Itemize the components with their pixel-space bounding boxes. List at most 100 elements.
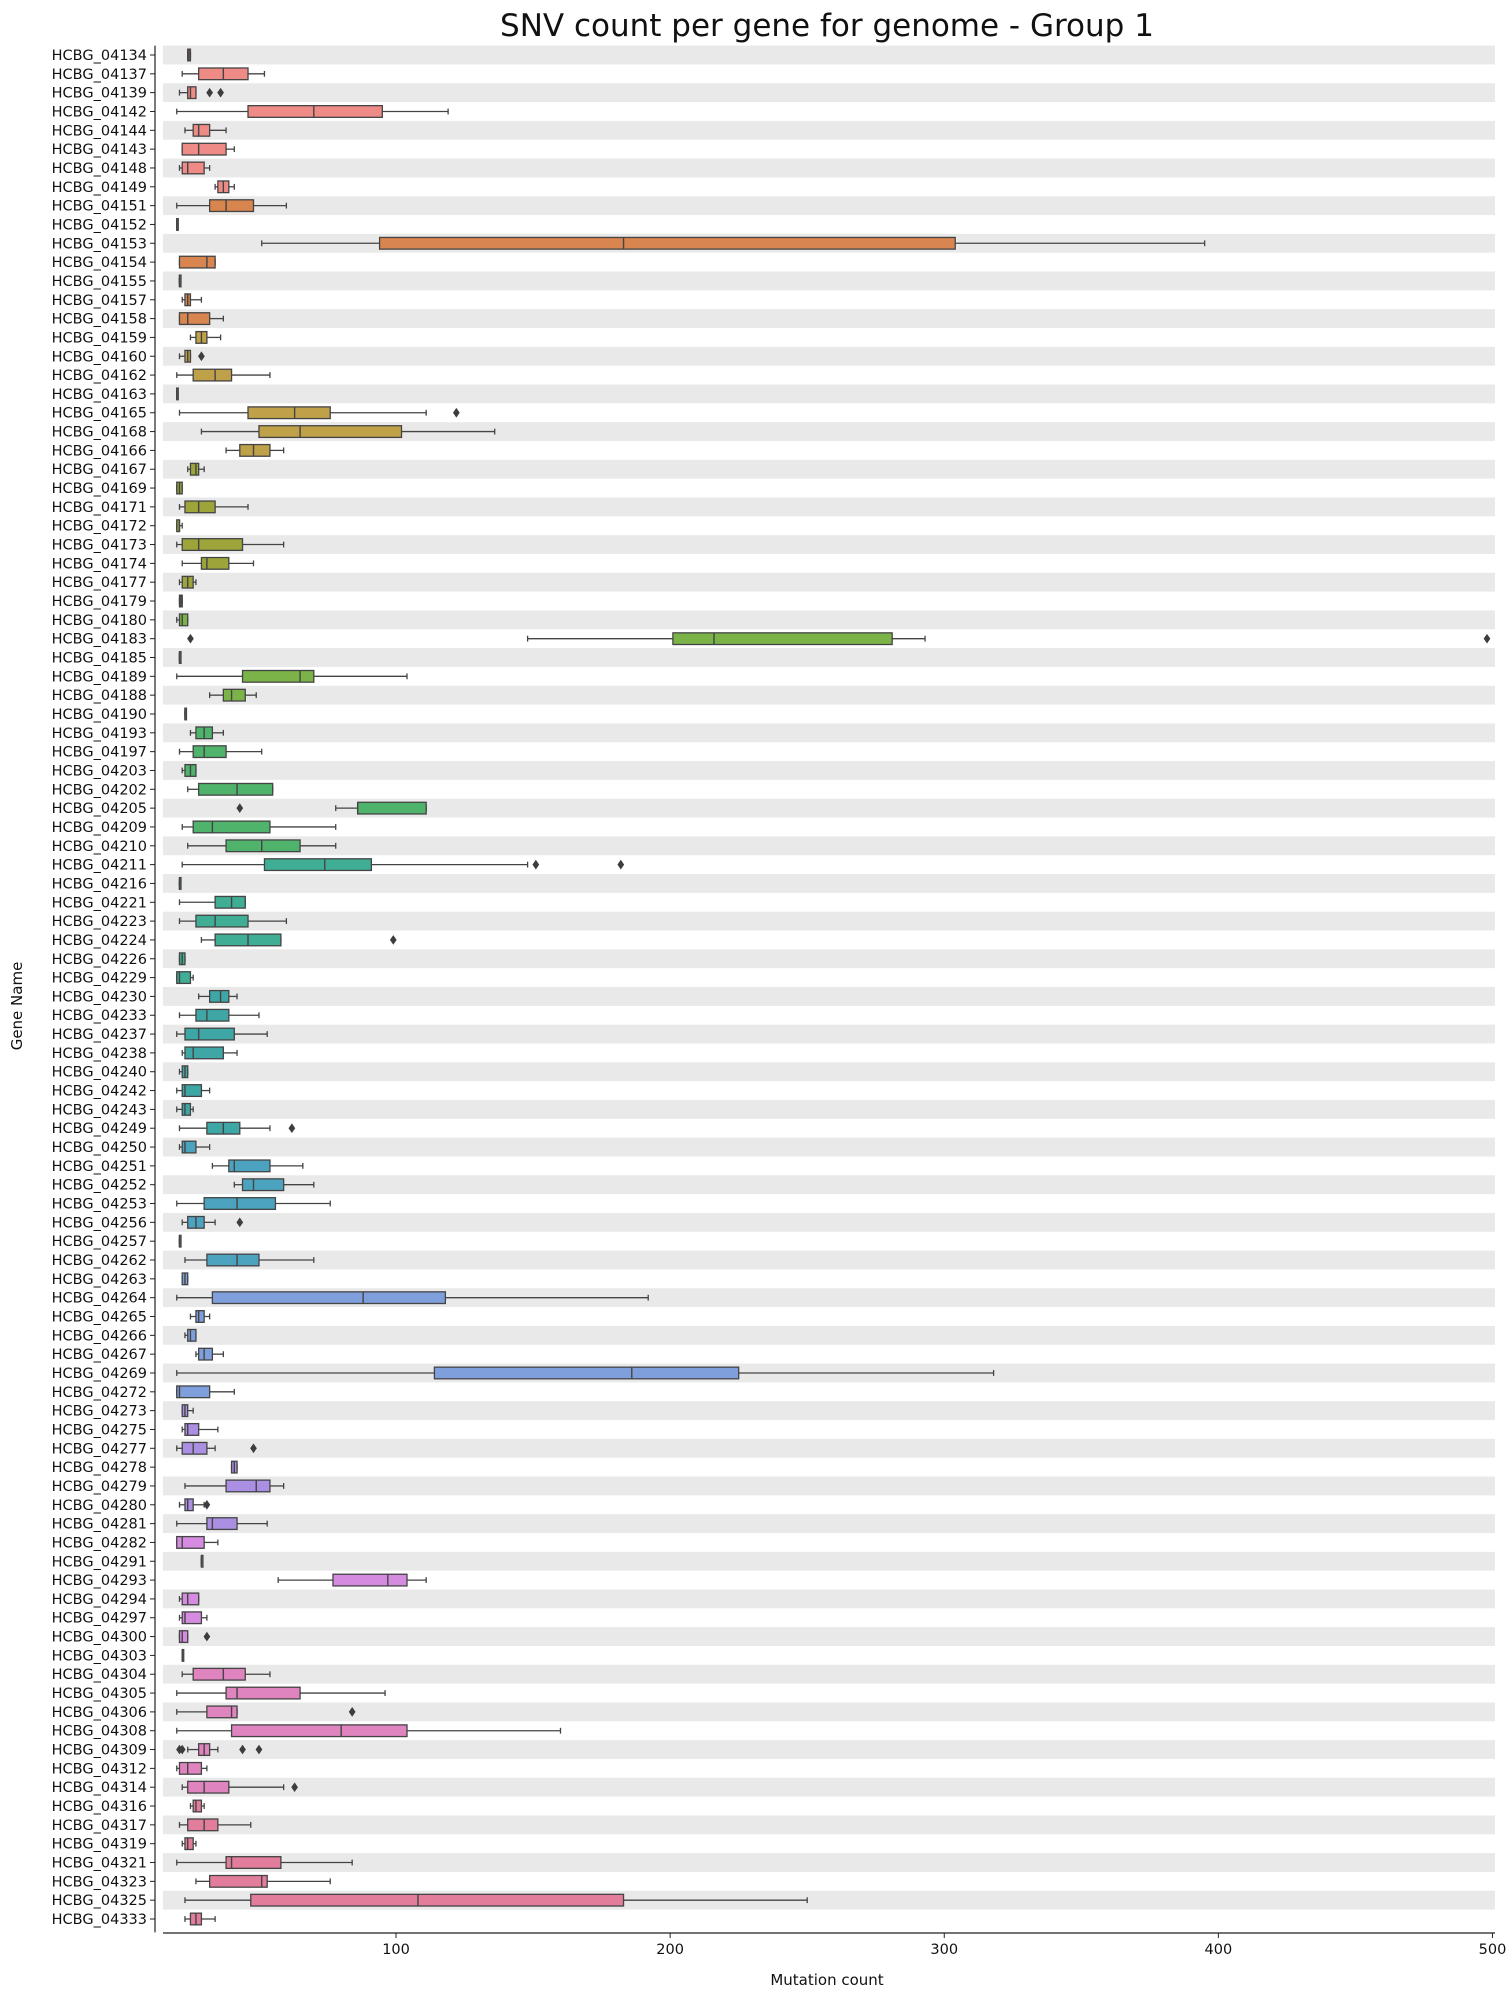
iqr-box	[208, 989, 230, 1003]
box-hcbg-04158	[178, 312, 224, 326]
iqr-box	[192, 123, 211, 137]
box-hcbg-04253	[176, 1197, 331, 1211]
box-hcbg-04272	[176, 1385, 235, 1399]
y-tick-label: HCBG_04314	[52, 1780, 147, 1796]
iqr-box	[378, 236, 956, 250]
box-hcbg-04273	[181, 1404, 194, 1418]
y-tick-label: HCBG_04179	[52, 594, 147, 610]
iqr-box	[206, 1517, 238, 1531]
row-band	[163, 610, 1495, 630]
box-hcbg-04216	[178, 876, 182, 890]
y-tick-label: HCBG_04205	[52, 801, 147, 817]
box-hcbg-04282	[176, 1535, 219, 1549]
iqr-box	[178, 312, 211, 326]
boxes	[176, 48, 1491, 1926]
box-hcbg-04293	[277, 1573, 427, 1587]
box-hcbg-04171	[178, 500, 249, 514]
y-tick-label: HCBG_04321	[52, 1856, 147, 1872]
y-tick-label: HCBG_04171	[52, 500, 147, 516]
y-tick-label: HCBG_04165	[52, 406, 147, 422]
y-tick-label: HCBG_04223	[52, 914, 147, 930]
row-band	[163, 1589, 1495, 1609]
row-band	[163, 1099, 1495, 1119]
row-band	[163, 1288, 1495, 1308]
y-tick-label: HCBG_04237	[52, 1027, 147, 1043]
box-hcbg-04221	[178, 895, 246, 909]
y-tick-label: HCBG_04277	[52, 1441, 147, 1457]
box-hcbg-04237	[176, 1027, 268, 1041]
y-tick-label: HCBG_04269	[52, 1366, 147, 1382]
y-tick-label: HCBG_04210	[52, 839, 147, 855]
iqr-box	[198, 782, 274, 796]
iqr-box	[200, 556, 230, 570]
box-hcbg-04229	[176, 971, 194, 985]
y-tick-label: HCBG_04221	[52, 895, 147, 911]
y-tick-label: HCBG_04267	[52, 1347, 147, 1363]
iqr-box	[247, 104, 383, 118]
box-hcbg-04250	[178, 1140, 211, 1154]
box-hcbg-04159	[189, 330, 222, 344]
iqr-box	[178, 1761, 203, 1775]
box-hcbg-04249	[178, 1121, 296, 1135]
y-tick-label: HCBG_04251	[52, 1159, 147, 1175]
y-tick-label: HCBG_04279	[52, 1479, 147, 1495]
box-hcbg-04280	[178, 1498, 211, 1512]
iqr-box	[184, 1422, 200, 1436]
box-hcbg-04251	[211, 1159, 304, 1173]
row-band	[163, 271, 1495, 291]
y-tick-label: HCBG_04297	[52, 1611, 147, 1627]
y-tick-label: HCBG_04168	[52, 425, 147, 441]
row-band	[163, 1325, 1495, 1345]
outlier-point	[187, 633, 194, 644]
y-tick-label: HCBG_04240	[52, 1065, 147, 1081]
box-hcbg-04168	[200, 425, 496, 439]
iqr-box	[433, 1366, 740, 1380]
row-band	[163, 949, 1495, 969]
y-tick-label: HCBG_04162	[52, 368, 147, 384]
x-tick-label: 200	[656, 1942, 684, 1958]
box-hcbg-04162	[176, 368, 271, 382]
y-tick-label: HCBG_04294	[52, 1592, 147, 1608]
y-tick-label: HCBG_04273	[52, 1404, 147, 1420]
iqr-box	[241, 1178, 285, 1192]
box-hcbg-04316	[189, 1799, 205, 1813]
iqr-box	[192, 820, 271, 834]
row-band	[163, 1175, 1495, 1195]
box-hcbg-04173	[176, 538, 285, 552]
box-hcbg-04223	[178, 914, 288, 928]
row-band	[163, 459, 1495, 479]
y-tick-label: HCBG_04216	[52, 876, 147, 892]
y-tick-label: HCBG_04265	[52, 1309, 147, 1325]
outlier-point	[291, 1782, 298, 1793]
iqr-box	[178, 1630, 189, 1644]
iqr-box	[258, 425, 403, 439]
row-band	[163, 1401, 1495, 1421]
iqr-box	[184, 1046, 224, 1060]
iqr-box	[239, 443, 271, 457]
y-tick-label: HCBG_04177	[52, 575, 147, 591]
outlier-point	[236, 1217, 244, 1228]
y-tick-label: HCBG_04166	[52, 443, 147, 459]
y-tick-label: HCBG_04233	[52, 1008, 147, 1024]
box-hcbg-04308	[176, 1724, 562, 1738]
box-hcbg-04325	[184, 1893, 808, 1907]
iqr-box	[178, 255, 216, 269]
box-hcbg-04179	[178, 594, 183, 608]
y-tick-label: HCBG_04154	[52, 255, 147, 271]
row-band	[163, 1815, 1495, 1835]
iqr-box	[176, 1535, 205, 1549]
iqr-box	[187, 1328, 197, 1342]
box-hcbg-04267	[195, 1347, 224, 1361]
iqr-box	[181, 1140, 197, 1154]
row-band	[163, 346, 1495, 366]
y-tick-label: HCBG_04293	[52, 1573, 147, 1589]
row-band	[163, 1627, 1495, 1646]
box-hcbg-04265	[189, 1310, 211, 1323]
row-band	[163, 422, 1495, 441]
iqr-box	[189, 462, 200, 476]
box-hcbg-04309	[176, 1743, 263, 1757]
box-hcbg-04238	[181, 1046, 238, 1060]
iqr-box	[176, 1385, 211, 1399]
row-band	[163, 1702, 1495, 1722]
